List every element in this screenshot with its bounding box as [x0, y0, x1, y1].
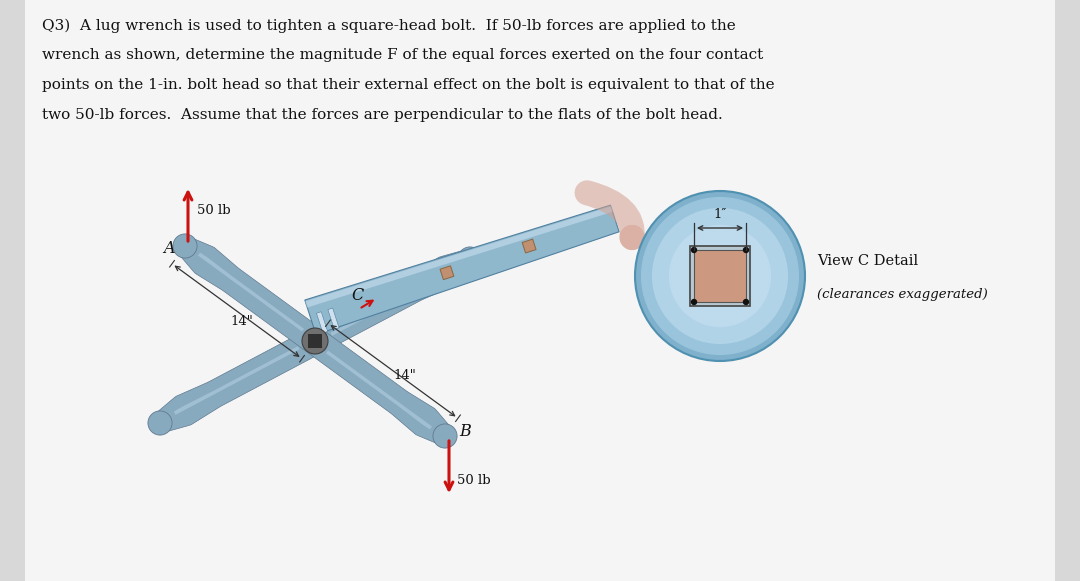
Bar	[690, 246, 750, 306]
Polygon shape	[156, 329, 322, 432]
Text: wrench as shown, determine the magnitude F of the equal forces exerted on the fo: wrench as shown, determine the magnitude…	[42, 48, 764, 63]
Bar	[440, 266, 454, 279]
Polygon shape	[306, 206, 612, 307]
Bar	[694, 250, 746, 302]
Polygon shape	[309, 250, 475, 353]
Text: Q3)  A lug wrench is used to tighten a square-head bolt.  If 50-lb forces are ap: Q3) A lug wrench is used to tighten a sq…	[42, 19, 735, 33]
Text: View C Detail: View C Detail	[816, 254, 918, 268]
Bar	[523, 239, 536, 253]
Polygon shape	[179, 238, 323, 352]
Circle shape	[691, 247, 698, 253]
Bar	[308, 334, 322, 348]
Text: B: B	[459, 424, 471, 440]
Circle shape	[691, 299, 698, 305]
Circle shape	[743, 299, 750, 305]
Circle shape	[173, 234, 197, 258]
FancyArrowPatch shape	[588, 193, 633, 238]
Text: 50 lb: 50 lb	[457, 475, 490, 487]
Circle shape	[743, 247, 750, 253]
Polygon shape	[330, 267, 456, 336]
Circle shape	[433, 424, 457, 448]
Polygon shape	[328, 308, 339, 329]
Text: 50 lb: 50 lb	[197, 203, 231, 217]
Polygon shape	[316, 312, 327, 333]
Text: C: C	[351, 286, 363, 303]
Polygon shape	[174, 346, 299, 415]
Text: 14": 14"	[393, 370, 417, 382]
Polygon shape	[326, 350, 432, 429]
Text: (clearances exaggerated): (clearances exaggerated)	[816, 288, 988, 300]
Circle shape	[148, 411, 172, 435]
Polygon shape	[198, 253, 303, 332]
Text: two 50-lb forces.  Assume that the forces are perpendicular to the flats of the : two 50-lb forces. Assume that the forces…	[42, 107, 723, 121]
Circle shape	[302, 328, 328, 354]
Text: A: A	[163, 239, 175, 256]
Circle shape	[640, 197, 799, 355]
Circle shape	[635, 191, 805, 361]
Circle shape	[458, 247, 482, 271]
Polygon shape	[305, 205, 619, 335]
Text: 14": 14"	[231, 315, 254, 328]
Circle shape	[652, 208, 788, 344]
Polygon shape	[307, 330, 451, 444]
Circle shape	[669, 225, 771, 327]
Text: 1″: 1″	[713, 208, 727, 221]
Text: points on the 1-in. bolt head so that their external effect on the bolt is equiv: points on the 1-in. bolt head so that th…	[42, 78, 774, 92]
